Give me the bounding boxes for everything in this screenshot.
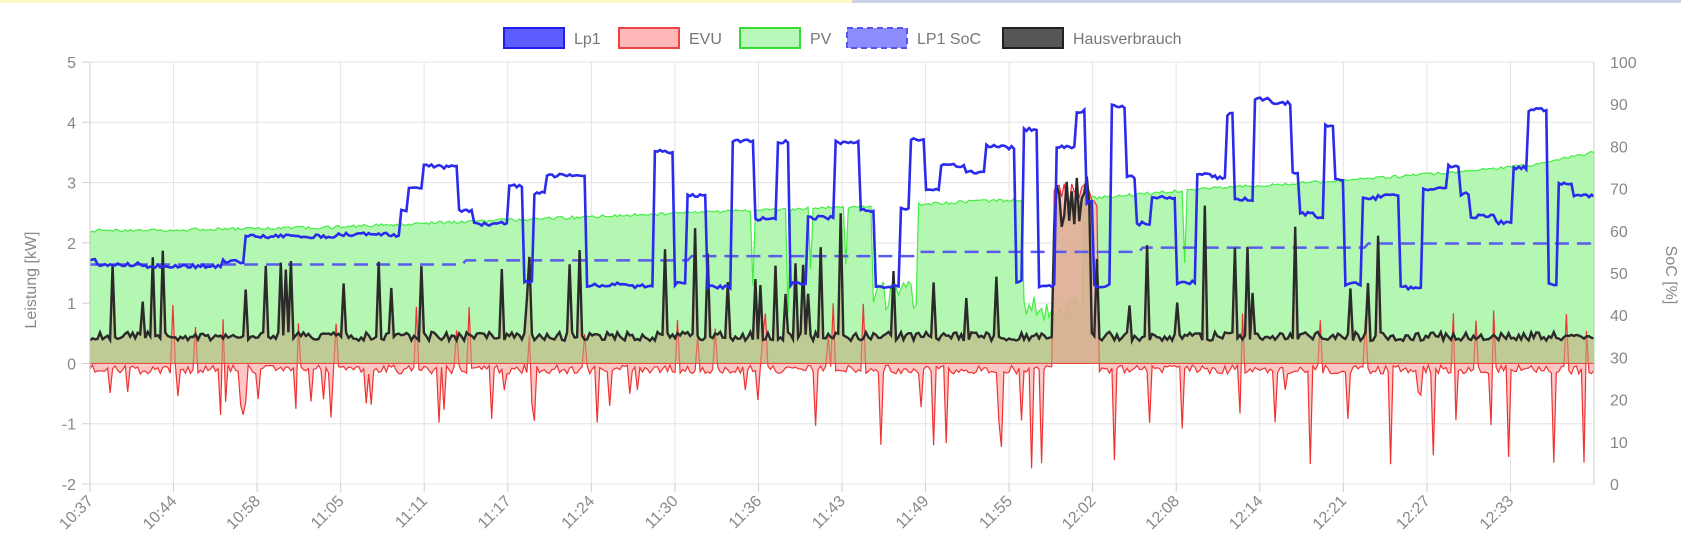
top-bar-right xyxy=(852,0,1681,3)
x-tick-label: 11:49 xyxy=(893,493,933,533)
y-left-tick-label: 5 xyxy=(67,55,76,72)
legend-swatch xyxy=(846,27,908,49)
legend-swatch xyxy=(739,27,801,49)
x-tick-label: 10:58 xyxy=(224,493,264,533)
y-left-tick-label: 2 xyxy=(67,236,76,253)
y-right-tick-label: 80 xyxy=(1610,139,1628,156)
y-right-tick-label: 10 xyxy=(1610,435,1628,452)
x-tick-label: 12:08 xyxy=(1143,493,1183,533)
legend-label: PV xyxy=(810,31,832,48)
x-tick-label: 11:43 xyxy=(809,493,849,533)
y-axis-right-label: SoC [%] xyxy=(1662,246,1679,305)
legend-swatch xyxy=(503,27,565,49)
x-tick-label: 12:02 xyxy=(1059,493,1099,533)
y-right-tick-label: 40 xyxy=(1610,308,1628,325)
evu-area xyxy=(89,183,1595,469)
y-right-tick-label: 90 xyxy=(1610,97,1628,114)
top-bar-left xyxy=(0,0,852,3)
y-right-tick-label: 50 xyxy=(1610,266,1628,283)
y-right-tick-label: 70 xyxy=(1610,182,1628,199)
legend-label: LP1 SoC xyxy=(917,31,981,48)
y-right-tick-label: 20 xyxy=(1610,393,1628,410)
top-color-bar xyxy=(0,0,1681,3)
x-tick-label: 11:05 xyxy=(308,493,348,533)
hausverbrauch-line xyxy=(89,176,1595,346)
y-axis-left-label: Leistung [kW] xyxy=(23,232,40,329)
legend-label: EVU xyxy=(689,31,722,48)
x-tick-label: 12:27 xyxy=(1393,493,1433,533)
y-left-tick-label: 1 xyxy=(67,296,76,313)
y-right-tick-label: 0 xyxy=(1610,477,1619,494)
legend-label: Lp1 xyxy=(574,31,601,48)
y-left-tick-label: -2 xyxy=(62,477,76,494)
x-tick-label: 11:30 xyxy=(642,493,682,533)
x-tick-label: 10:37 xyxy=(56,493,96,533)
y-left-tick-label: 3 xyxy=(67,176,76,193)
y-left-tick-label: 0 xyxy=(67,356,76,373)
x-tick-label: 12:21 xyxy=(1310,493,1350,533)
x-tick-label: 11:11 xyxy=(392,493,431,532)
x-tick-label: 10:44 xyxy=(140,493,180,533)
y-left-tick-label: 4 xyxy=(67,115,76,132)
legend-label: Hausverbrauch xyxy=(1073,31,1182,48)
x-tick-label: 11:24 xyxy=(559,493,599,533)
legend-swatch xyxy=(618,27,680,49)
y-right-tick-label: 100 xyxy=(1610,55,1637,72)
x-tick-label: 11:17 xyxy=(475,493,515,533)
x-tick-label: 12:33 xyxy=(1477,493,1517,533)
chart-legend: Lp1 EVU PV LP1 SoC Hausverbrauch xyxy=(503,27,1182,49)
x-tick-label: 12:14 xyxy=(1226,493,1266,533)
chart-lines xyxy=(89,96,1595,346)
soc-line xyxy=(90,238,1595,266)
x-tick-label: 11:55 xyxy=(976,493,1016,533)
x-tick-label: 11:36 xyxy=(726,493,766,533)
legend-swatch xyxy=(1002,27,1064,49)
y-left-tick-label: -1 xyxy=(62,417,76,434)
lp1-line xyxy=(89,96,1595,292)
y-right-tick-label: 30 xyxy=(1610,350,1628,367)
y-right-tick-label: 60 xyxy=(1610,224,1628,241)
